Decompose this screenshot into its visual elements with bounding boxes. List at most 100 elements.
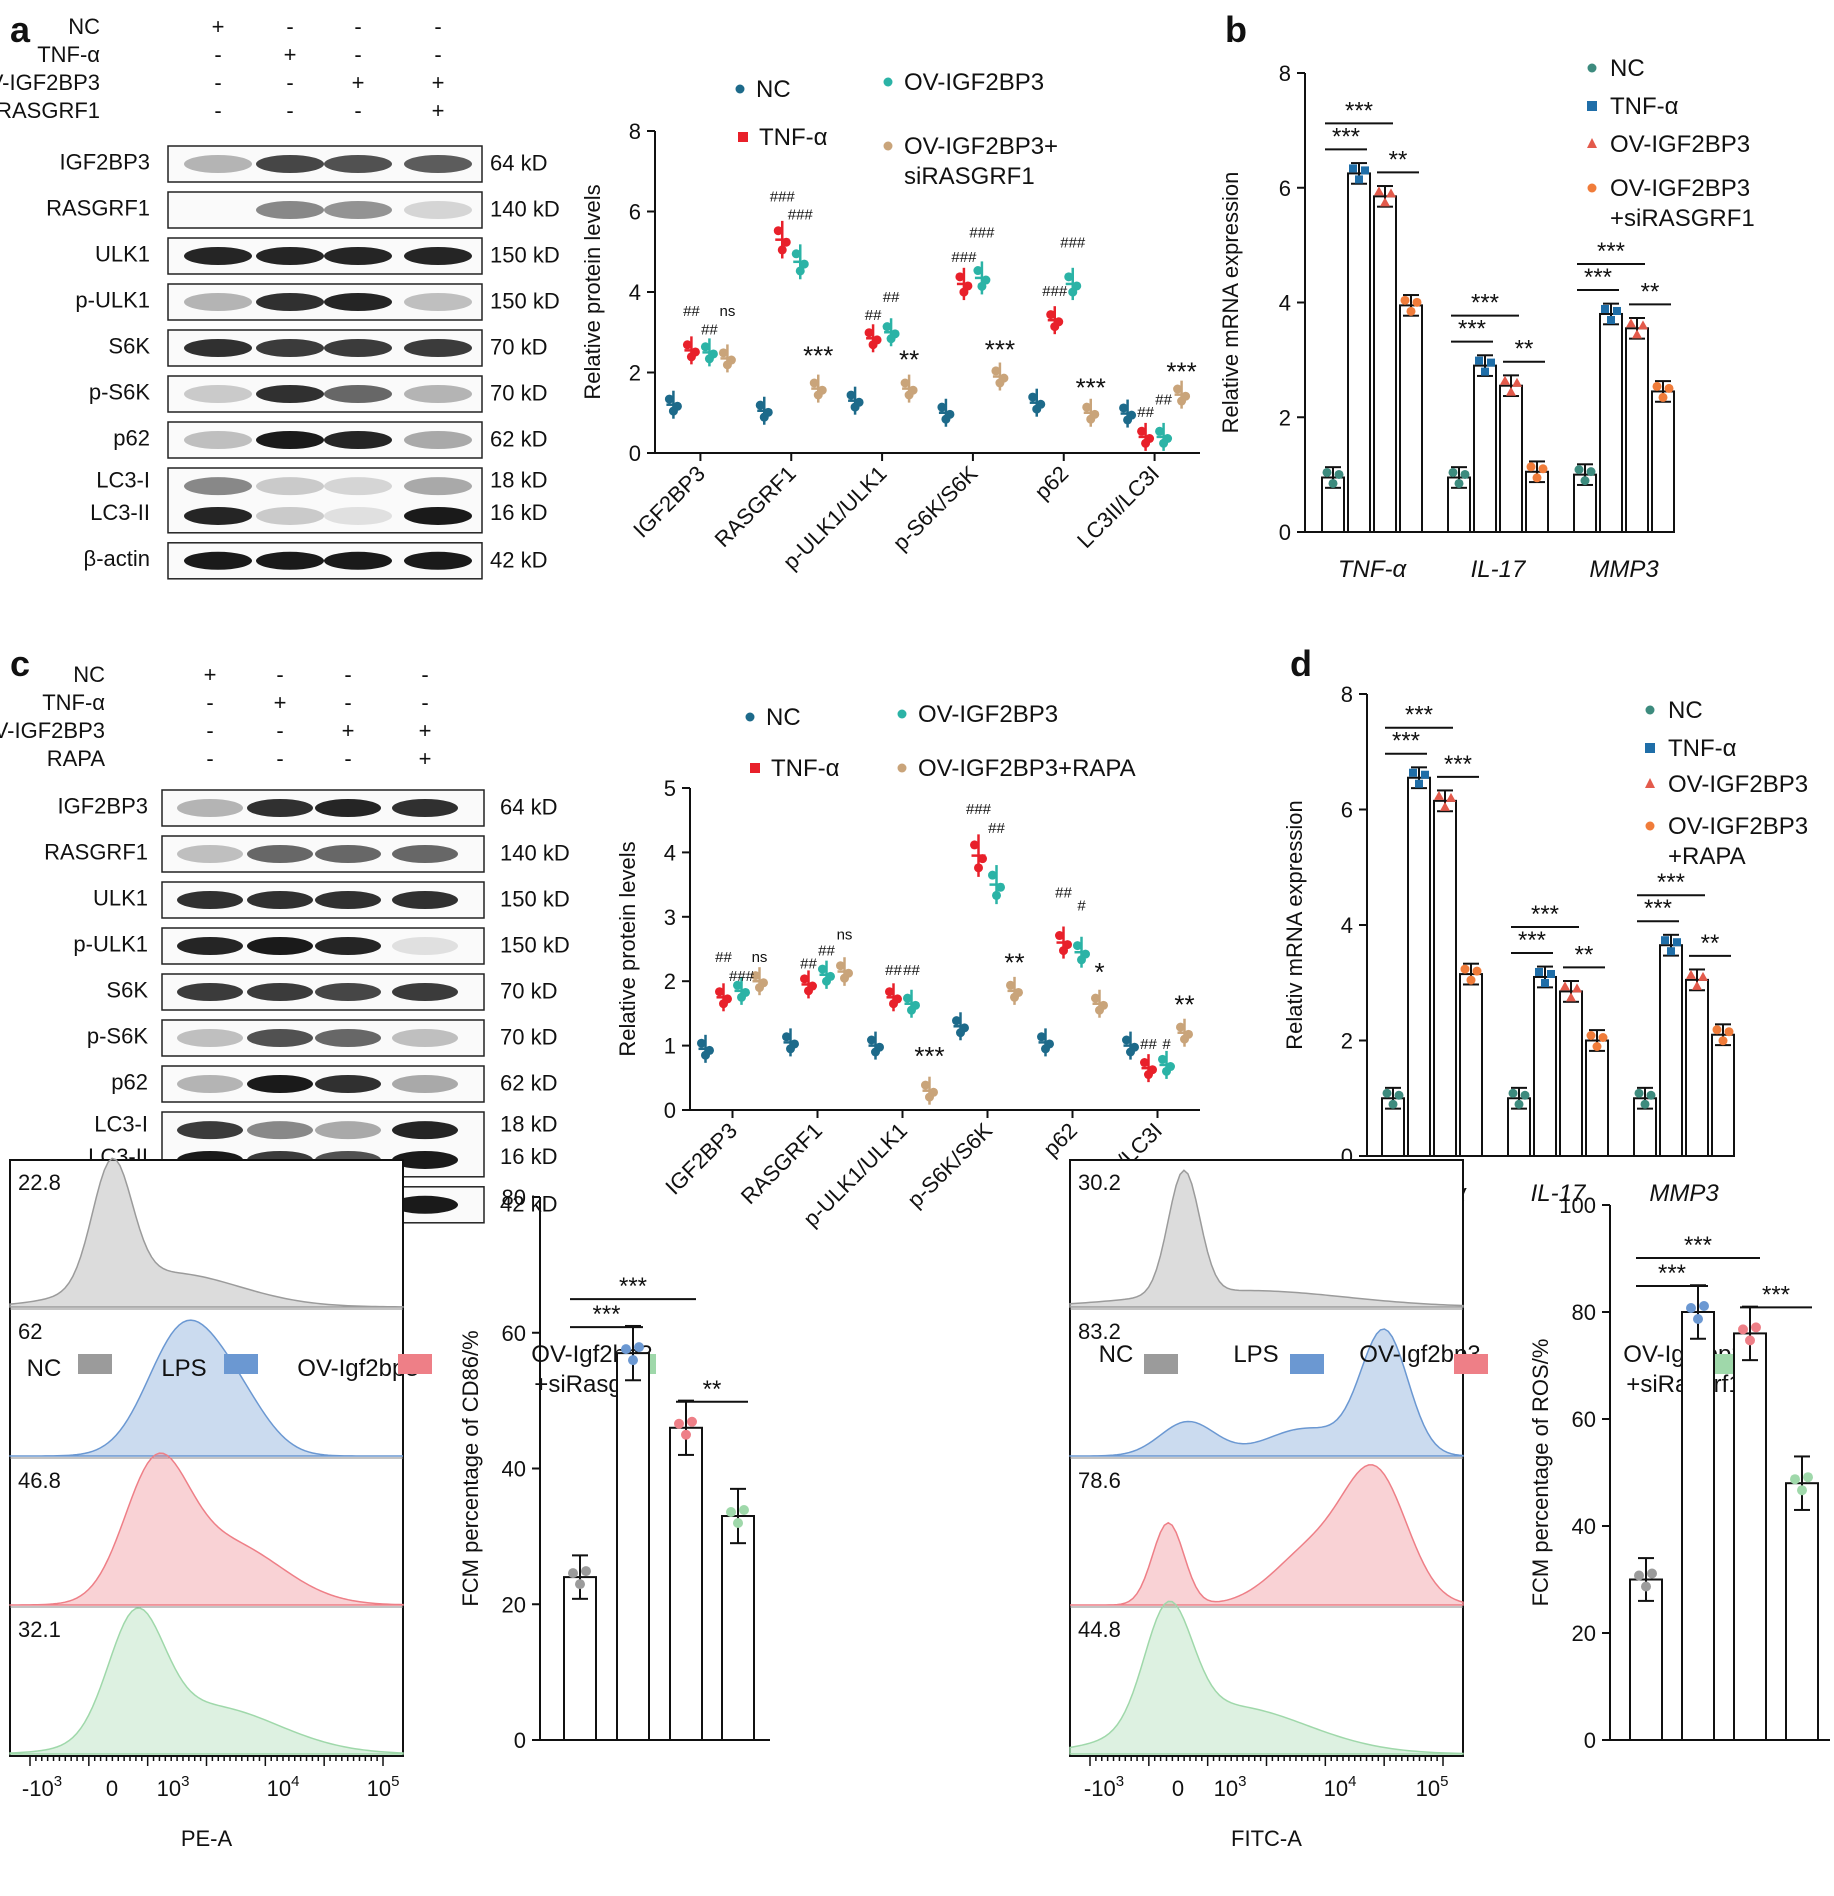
data-point — [621, 1344, 631, 1355]
significance-mark: ** — [1701, 930, 1720, 957]
legend-label: LPS — [161, 1355, 206, 1382]
band-size: 42 kD — [500, 1191, 557, 1216]
x-tick-label: IGF2BP3 — [660, 1118, 742, 1200]
significance-mark: ns — [719, 303, 735, 320]
blot-band — [324, 385, 392, 403]
data-point — [1122, 1035, 1131, 1045]
data-point — [1334, 469, 1344, 479]
legend-marker — [1587, 101, 1597, 111]
bar — [1499, 384, 1523, 533]
data-point — [1421, 770, 1429, 779]
data-point — [1173, 384, 1183, 394]
condition-sign: + — [204, 662, 217, 687]
band-name: RASGRF1 — [46, 195, 150, 220]
blot-band — [392, 1029, 458, 1047]
panel-label-b: b — [1225, 9, 1247, 50]
blot-band — [404, 155, 472, 173]
data-point — [1601, 304, 1609, 313]
data-point — [791, 249, 801, 259]
band-size: 64 kD — [500, 794, 557, 819]
data-point — [733, 1518, 743, 1529]
blot-band — [177, 983, 243, 1001]
band-name: IGF2BP3 — [60, 149, 150, 174]
band-name: p62 — [113, 425, 150, 450]
data-point — [1613, 306, 1621, 315]
legend-label: LPS — [1233, 1341, 1278, 1368]
x-axis-label: FITC-A — [1231, 1826, 1302, 1851]
blot-band — [184, 431, 252, 449]
significance-mark: *** — [1458, 316, 1486, 343]
data-point — [1592, 1042, 1602, 1051]
data-point — [889, 999, 898, 1009]
significance-mark: *** — [619, 1273, 647, 1300]
data-point — [1155, 426, 1165, 436]
legend-marker — [883, 141, 893, 151]
data-point — [581, 1566, 591, 1577]
bar — [1651, 390, 1675, 533]
data-point — [1686, 1303, 1696, 1313]
data-point — [941, 414, 951, 424]
blot-band — [324, 247, 392, 265]
band-name: p62 — [111, 1069, 148, 1094]
data-point — [1406, 306, 1416, 316]
data-point — [959, 287, 969, 297]
significance-mark: *** — [1684, 1232, 1712, 1259]
significance-mark: ** — [899, 344, 919, 374]
data-point — [1374, 186, 1384, 196]
chart-f_hist: 30.2 83.2 78.6 44.8 -103 0 103 104 105 FITC-A NC LP… — [1069, 1159, 1748, 1851]
significance-mark: * — [1094, 957, 1104, 987]
histogram-track: 22.8 — [9, 1157, 404, 1310]
band-name: LC3-II — [90, 500, 150, 525]
data-point — [1028, 392, 1038, 402]
bar — [721, 1515, 755, 1741]
data-point — [682, 340, 692, 350]
data-point — [1647, 1568, 1657, 1579]
y-tick-label: 20 — [502, 1592, 526, 1617]
data-point — [1415, 779, 1423, 788]
blot-band — [315, 891, 381, 909]
data-point — [751, 971, 760, 981]
data-point — [1448, 467, 1458, 477]
significance-mark: ### — [729, 968, 755, 985]
blot-band — [324, 155, 392, 173]
data-point — [836, 961, 845, 971]
legend-label: TNF-α — [771, 755, 840, 782]
data-point — [1658, 392, 1668, 402]
x-tick-label: TNF-α — [1338, 556, 1408, 583]
condition-sign: + — [432, 98, 445, 123]
data-point — [1475, 356, 1483, 365]
blot-band — [315, 799, 381, 817]
band-size: 62 kD — [490, 426, 547, 451]
y-tick-label: 1 — [664, 1034, 676, 1059]
data-point — [799, 259, 809, 269]
data-point — [992, 890, 1001, 900]
band-name: p-S6K — [89, 379, 150, 404]
condition-sign: - — [286, 98, 293, 123]
y-tick-label: 80 — [1572, 1300, 1596, 1325]
legend-swatch — [1290, 1354, 1324, 1374]
data-point — [822, 976, 831, 986]
band-name: ULK1 — [95, 241, 150, 266]
blot-band — [177, 1029, 243, 1047]
legend-marker — [738, 132, 748, 142]
legend-label: NC — [1610, 55, 1645, 82]
condition-label: NC — [73, 662, 105, 687]
condition-sign: - — [276, 718, 283, 743]
legend-marker — [735, 84, 745, 94]
y-tick-label: 5 — [664, 776, 676, 801]
legend-label: NC — [766, 704, 801, 731]
y-axis-label: Relative protein levels — [580, 184, 605, 399]
legend-marker — [1645, 705, 1655, 715]
band-size: 18 kD — [500, 1111, 557, 1136]
condition-label: siRASGRF1 — [0, 98, 100, 123]
data-point — [1566, 992, 1576, 1002]
data-point — [1664, 383, 1674, 393]
data-point — [664, 394, 674, 404]
significance-mark: ns — [752, 949, 768, 966]
data-point — [1355, 175, 1363, 184]
bar — [1347, 172, 1371, 533]
data-point — [674, 1418, 684, 1429]
histogram-track: 30.2 — [1069, 1169, 1464, 1310]
significance-mark: *** — [1531, 901, 1559, 928]
